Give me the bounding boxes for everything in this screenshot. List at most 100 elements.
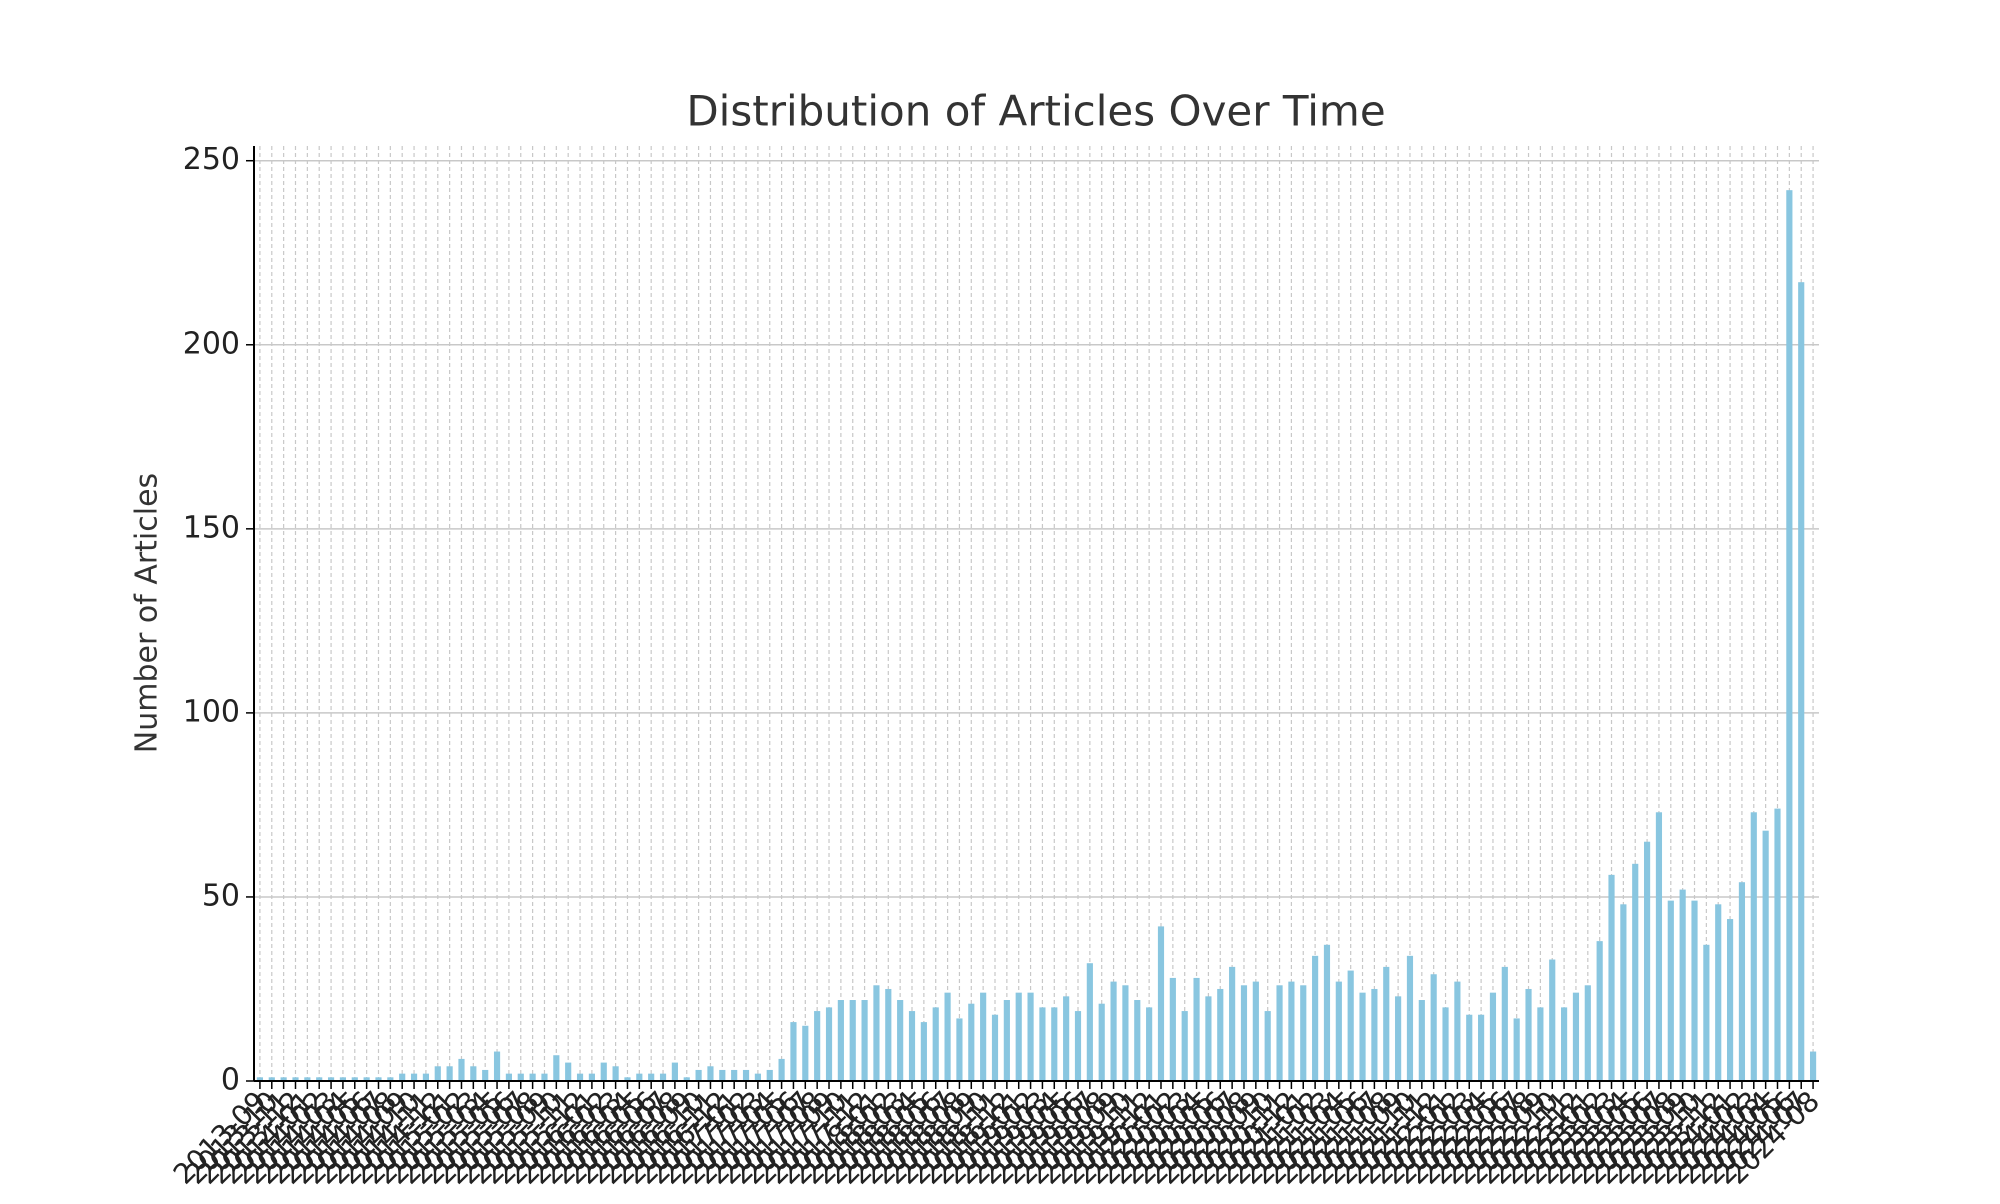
bar	[766, 1069, 773, 1081]
bar	[636, 1073, 643, 1081]
bar	[1572, 992, 1580, 1081]
bar	[754, 1073, 761, 1081]
bar	[292, 1077, 299, 1081]
bar	[1644, 841, 1651, 1081]
bar	[1098, 1003, 1105, 1081]
bar	[1276, 985, 1283, 1081]
bar	[1620, 904, 1627, 1081]
bar	[1086, 963, 1093, 1081]
bar	[1537, 1007, 1544, 1081]
bar	[446, 1066, 453, 1081]
bar	[1015, 992, 1022, 1081]
bar	[991, 1014, 999, 1081]
bar	[1786, 190, 1793, 1082]
bar	[1478, 1014, 1485, 1081]
bar	[576, 1073, 584, 1081]
bar	[968, 1003, 975, 1081]
bar	[1335, 981, 1342, 1081]
bar	[920, 1022, 927, 1081]
bar	[1513, 1018, 1520, 1081]
bar	[1608, 874, 1615, 1081]
bar	[316, 1077, 323, 1081]
bar	[493, 1051, 501, 1081]
bar	[1442, 1007, 1449, 1081]
bar	[1312, 955, 1319, 1081]
bar	[1217, 988, 1224, 1081]
bar	[861, 1000, 868, 1081]
bar	[1205, 996, 1212, 1081]
bar	[624, 1077, 631, 1081]
bar	[1738, 882, 1746, 1081]
y-tick-label: 0	[221, 1063, 240, 1098]
bar	[1667, 900, 1674, 1081]
bar	[517, 1073, 524, 1081]
bar	[1703, 944, 1710, 1081]
bar	[1264, 1011, 1271, 1081]
bar	[897, 1000, 904, 1081]
bar	[1632, 863, 1639, 1081]
bar	[659, 1073, 667, 1081]
bar	[1300, 985, 1307, 1081]
bar	[648, 1073, 655, 1081]
bar	[1466, 1014, 1473, 1081]
bar	[422, 1073, 429, 1081]
bar	[1715, 904, 1722, 1081]
bar	[1003, 1000, 1010, 1081]
y-tick-label: 150	[183, 510, 240, 545]
bar	[470, 1066, 477, 1081]
bar	[1454, 981, 1461, 1081]
bar	[1549, 959, 1556, 1081]
bar	[1798, 282, 1805, 1081]
bar	[731, 1069, 738, 1081]
bar	[1240, 985, 1248, 1081]
bar	[1395, 996, 1402, 1081]
bar	[1288, 981, 1295, 1081]
bar	[600, 1062, 607, 1081]
bar	[1229, 966, 1236, 1081]
bar	[908, 1011, 916, 1081]
chart-title: Distribution of Articles Over Time	[686, 87, 1385, 136]
bar	[505, 1073, 512, 1081]
bar	[825, 1007, 833, 1081]
bar	[1181, 1011, 1188, 1081]
bar	[695, 1069, 702, 1081]
bar	[1489, 992, 1497, 1081]
bar	[399, 1073, 406, 1081]
bar	[849, 1000, 856, 1081]
bar	[1169, 977, 1176, 1081]
bar	[814, 1011, 821, 1081]
bar	[1596, 941, 1603, 1081]
bar	[1726, 919, 1734, 1081]
bar	[1039, 1007, 1046, 1081]
bar	[1252, 981, 1259, 1081]
bar	[1561, 1007, 1568, 1081]
bar	[885, 988, 892, 1081]
bar	[565, 1062, 572, 1081]
bar	[1347, 970, 1354, 1081]
bar	[363, 1077, 370, 1081]
bar	[1383, 966, 1390, 1081]
bar	[1134, 1000, 1141, 1081]
bar	[375, 1077, 382, 1081]
bar	[1359, 992, 1366, 1081]
bar	[719, 1069, 726, 1081]
bar	[707, 1066, 714, 1081]
bar	[1110, 981, 1117, 1081]
bar	[1774, 808, 1781, 1081]
bar	[351, 1077, 358, 1081]
bar	[541, 1073, 548, 1081]
bar	[1525, 988, 1532, 1081]
bar	[742, 1069, 750, 1081]
bar	[956, 1018, 963, 1081]
bar	[873, 985, 880, 1081]
bar	[1027, 992, 1034, 1081]
bar	[1371, 988, 1378, 1081]
bar	[790, 1022, 797, 1081]
bar	[612, 1066, 619, 1081]
bar	[1074, 1011, 1082, 1081]
bar	[280, 1077, 287, 1081]
bar	[339, 1077, 347, 1081]
bar	[410, 1073, 418, 1081]
bar	[482, 1069, 489, 1081]
